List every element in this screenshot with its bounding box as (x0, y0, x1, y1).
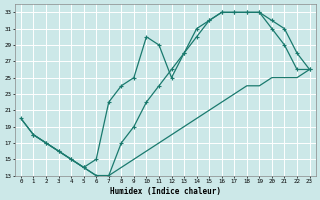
X-axis label: Humidex (Indice chaleur): Humidex (Indice chaleur) (110, 187, 221, 196)
